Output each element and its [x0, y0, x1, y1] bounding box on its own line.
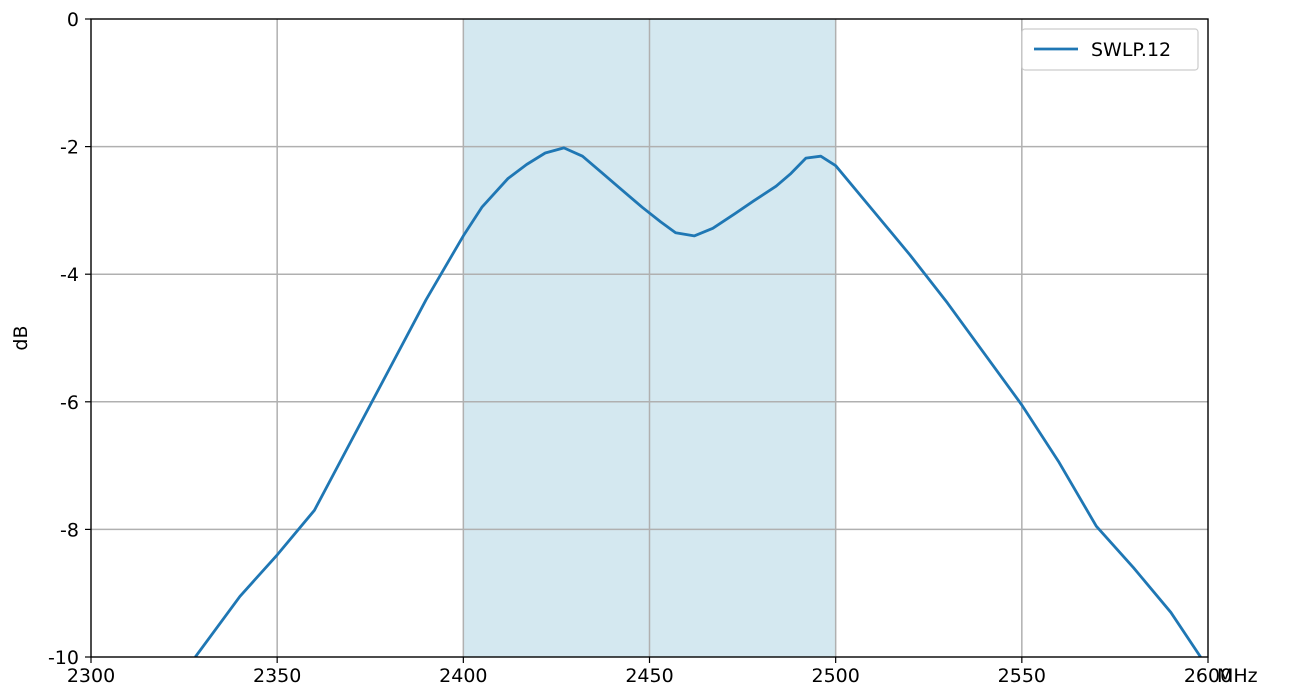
y-tick-label: -2	[60, 137, 79, 159]
series-line-swlp12	[194, 146, 1202, 657]
x-axis-unit-label: MHz	[1217, 665, 1258, 687]
y-tick-label: -6	[60, 392, 79, 414]
y-tick-label: -10	[48, 647, 79, 669]
x-tick-label: 2400	[439, 665, 487, 687]
x-tick-label: 2550	[998, 665, 1046, 687]
x-tick-label: 2300	[67, 665, 115, 687]
grid-layer	[91, 19, 1208, 657]
legend-label-swlp12: SWLP.12	[1091, 39, 1171, 61]
x-tick-label: 2350	[253, 665, 301, 687]
y-tick-label: 0	[67, 9, 79, 31]
x-tick-label: 2600	[1184, 665, 1232, 687]
x-tick-label: 2500	[811, 665, 859, 687]
legend: SWLP.12	[1021, 28, 1199, 71]
legend-box	[1021, 28, 1199, 71]
series-layer	[194, 146, 1202, 657]
x-tick-label: 2450	[625, 665, 673, 687]
tick-label-layer: 2300 2350 2400 2450 2500 2550 2600 0 -2 -4 -6 -8 -10	[48, 9, 1232, 687]
y-axis-label: dB	[10, 325, 32, 350]
y-tick-label: -8	[60, 519, 79, 541]
y-tick-label: -4	[60, 264, 79, 286]
